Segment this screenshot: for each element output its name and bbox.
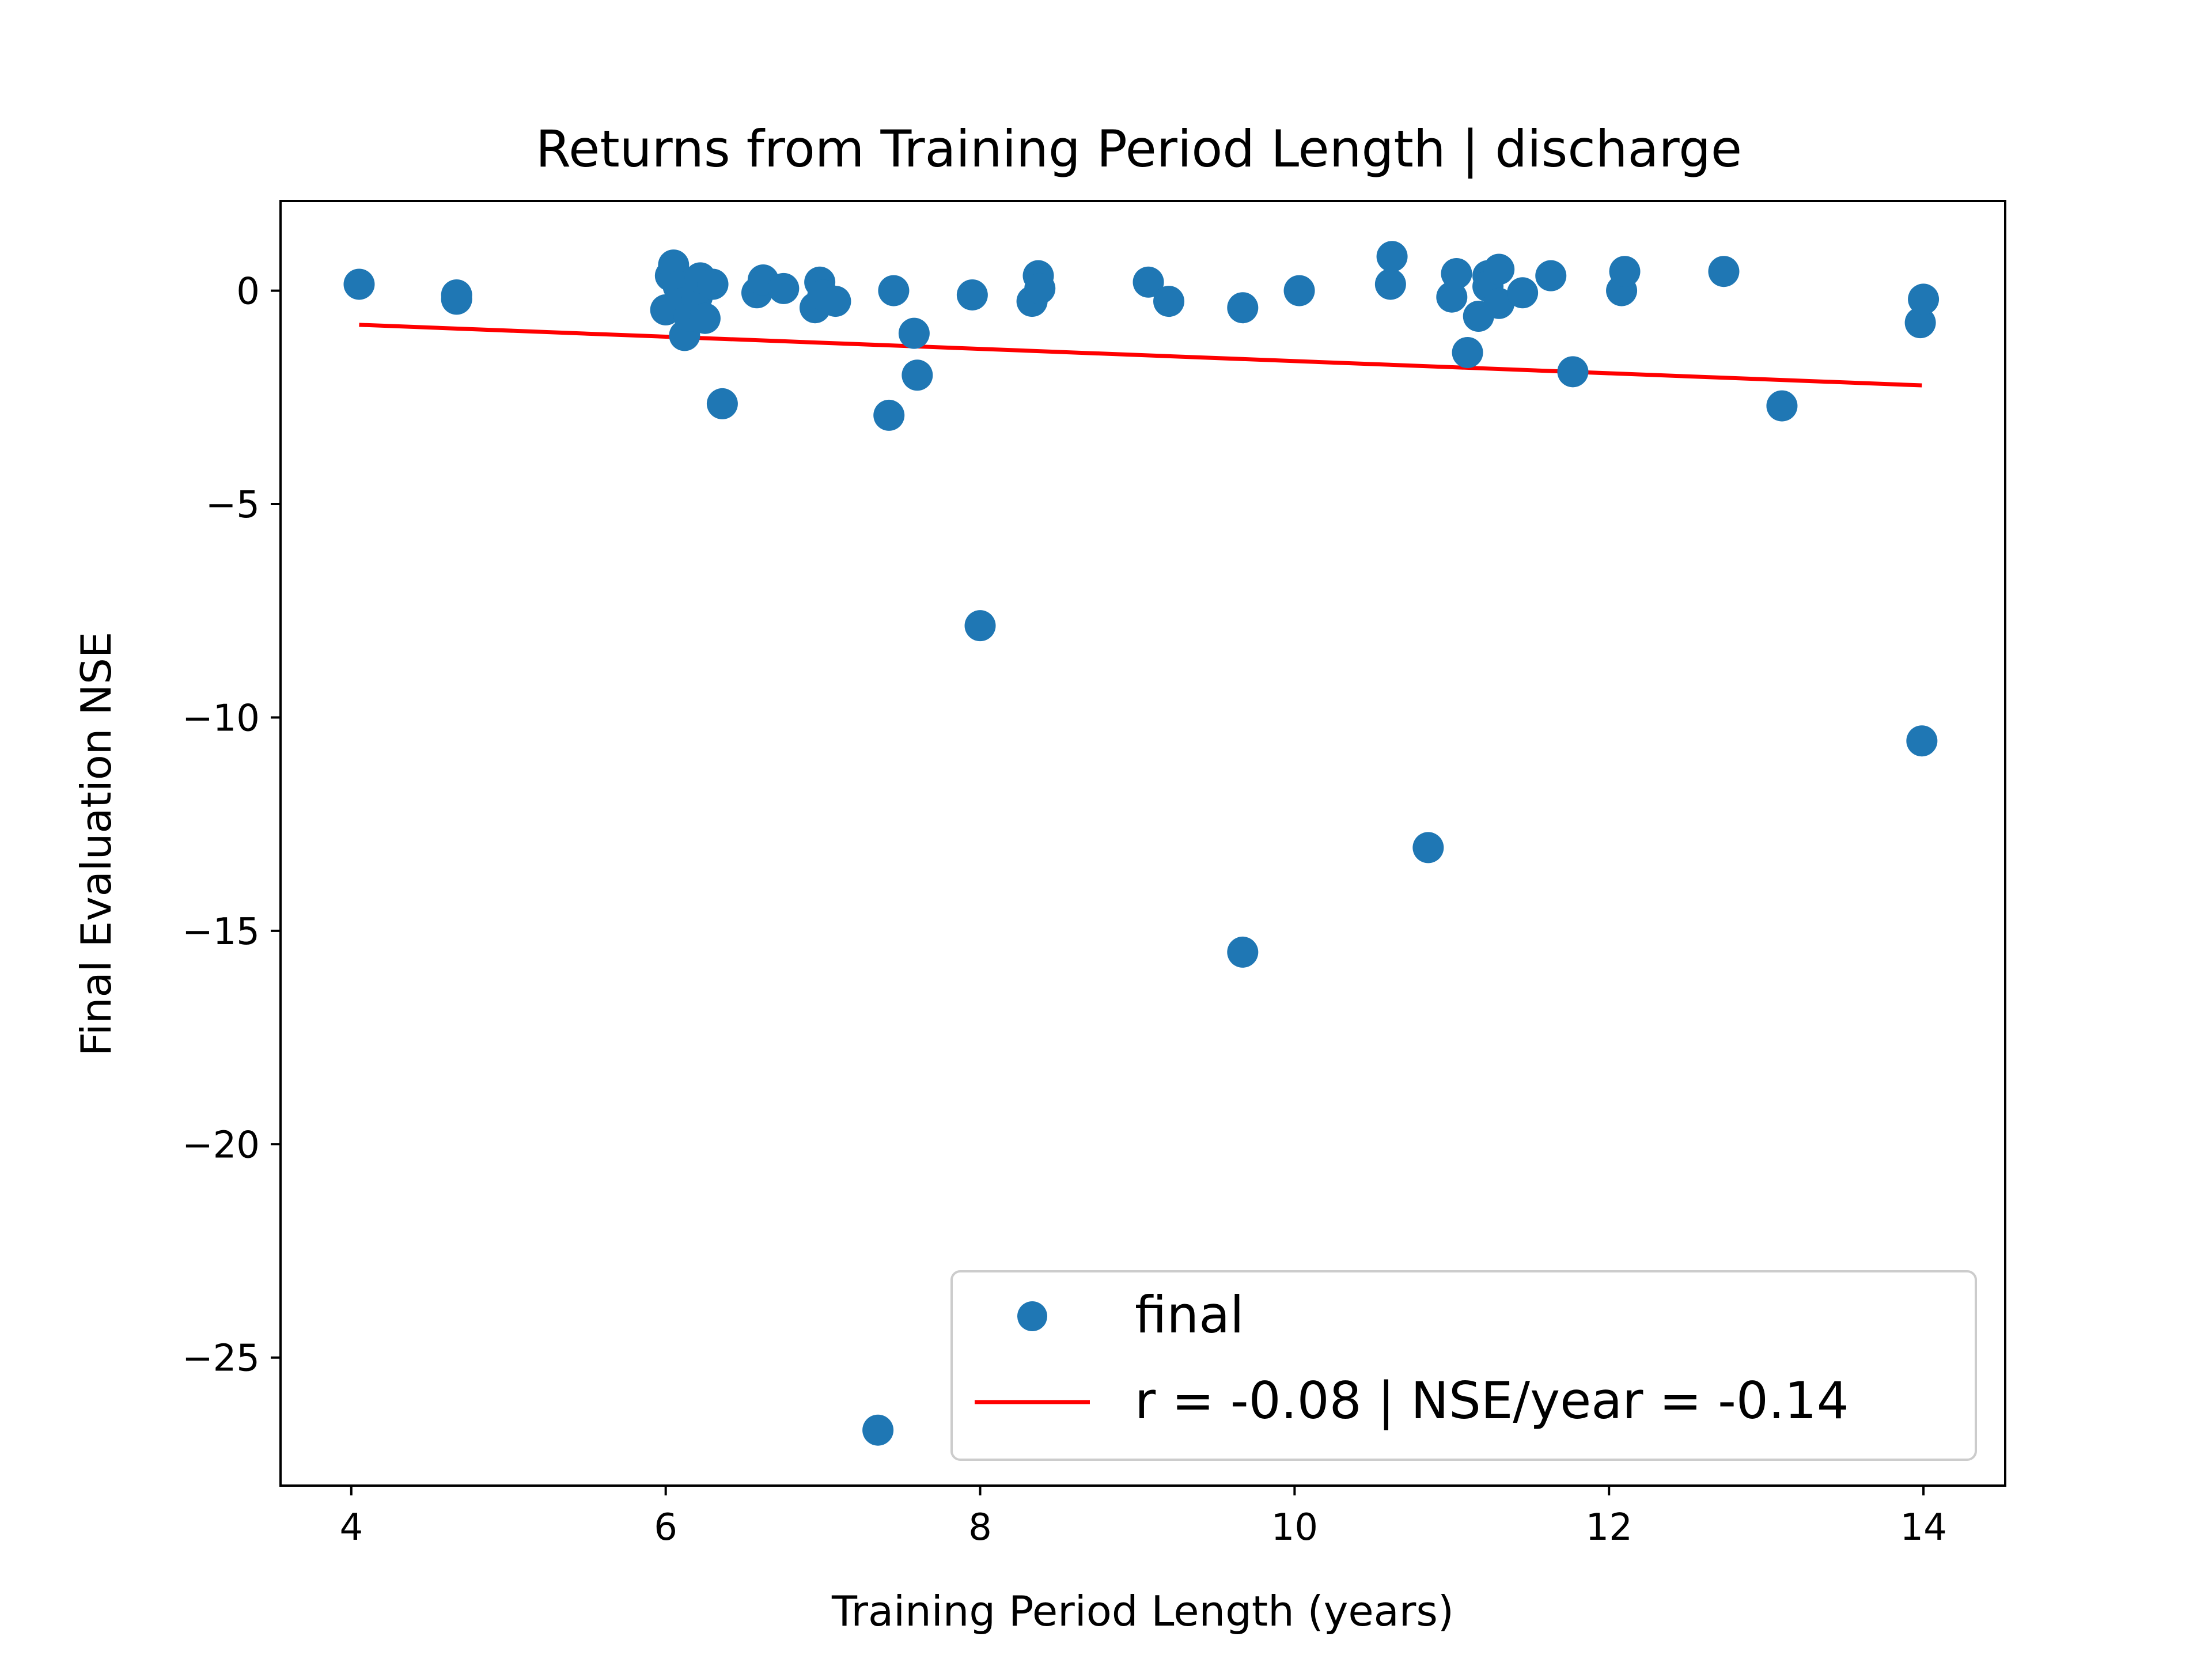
data-point [1153,286,1185,317]
data-point [1708,256,1740,287]
data-point [1024,272,1056,304]
data-point [1452,337,1483,369]
data-point [706,388,738,419]
data-point [697,268,729,300]
data-point [898,317,930,349]
data-point [1412,832,1444,863]
y-tick-label: −15 [182,911,260,953]
y-axis-label: Final Evaluation NSE [72,632,120,1056]
data-point [1535,260,1567,291]
chart-title: Returns from Training Period Length | di… [536,119,1742,179]
data-point [441,279,472,310]
data-point [1904,307,1936,339]
data-point [1557,356,1589,388]
data-points [343,241,1940,1446]
data-point [873,399,905,431]
data-point [1483,287,1515,319]
data-point [1283,275,1315,306]
x-axis-ticks: 4 6 8 10 12 14 [339,1486,1947,1549]
legend-label-fit: r = -0.08 | NSE/year = -0.14 [1135,1371,1849,1431]
data-point [878,275,910,306]
y-axis-ticks: 0 −5 −10 −15 −20 −25 [182,271,281,1380]
x-tick-label: 10 [1271,1506,1318,1549]
x-tick-label: 12 [1586,1506,1633,1549]
data-point [1436,281,1468,313]
data-point [862,1414,894,1446]
data-point [768,272,800,304]
data-point [1908,283,1940,315]
y-tick-label: −25 [182,1338,260,1380]
data-point [902,359,933,391]
data-point [956,279,988,310]
y-tick-label: −20 [182,1124,260,1166]
legend: final r = -0.08 | NSE/year = -0.14 [950,1270,1977,1461]
data-point [689,302,721,334]
data-point [1906,725,1938,757]
y-tick-label: 0 [236,271,260,313]
data-point [964,610,996,642]
data-point [1609,256,1641,287]
data-point [1227,292,1259,324]
data-point [1507,277,1539,309]
data-point [343,268,375,300]
data-point [820,286,851,317]
legend-label-final: final [1135,1285,1244,1344]
legend-box [950,1270,1977,1461]
data-point [1132,266,1164,298]
x-axis-label: Training Period Length (years) [831,1587,1454,1635]
regression-line [359,323,1922,388]
data-point [1483,253,1515,285]
x-tick-label: 8 [968,1506,992,1549]
y-tick-label: −5 [206,484,260,527]
x-tick-label: 6 [654,1506,677,1549]
data-point [1766,390,1798,422]
x-tick-label: 14 [1900,1506,1946,1549]
data-point [1374,268,1406,300]
data-point [1376,241,1408,272]
data-point [1227,936,1259,968]
plot-frame [279,200,2006,1487]
legend-marker-final [1017,1301,1047,1331]
data-point [1441,257,1472,289]
x-tick-label: 4 [339,1506,363,1549]
y-tick-label: −10 [182,697,260,740]
